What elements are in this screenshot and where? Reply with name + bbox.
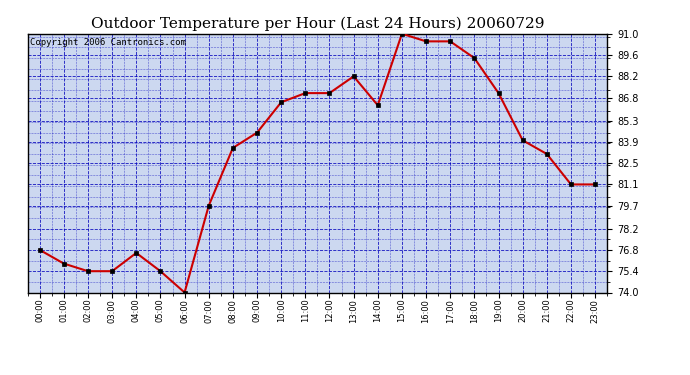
Text: Copyright 2006 Cantronics.com: Copyright 2006 Cantronics.com (30, 38, 186, 46)
Title: Outdoor Temperature per Hour (Last 24 Hours) 20060729: Outdoor Temperature per Hour (Last 24 Ho… (90, 17, 544, 31)
